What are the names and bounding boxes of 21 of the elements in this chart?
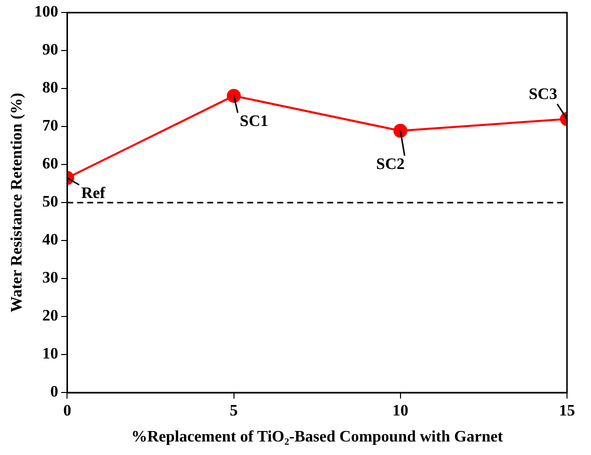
annotation: SC2 — [376, 156, 405, 173]
y-tick-label: 70 — [42, 118, 58, 135]
y-axis-title: Water Resistance Retention (%) — [8, 92, 26, 312]
y-tick-label: 40 — [42, 232, 58, 249]
x-tick-label: 10 — [392, 402, 408, 420]
x-tick-label: 0 — [63, 402, 72, 420]
y-tick-label: 50 — [42, 194, 58, 211]
x-axis-title: %Replacement of TiO₂-Based Compound with Garnet — [131, 428, 504, 446]
annotation: SC3 — [528, 86, 558, 104]
y-tick-label: 10 — [42, 346, 58, 363]
y-tick-label: 60 — [42, 156, 58, 173]
y-tick-label: 90 — [42, 42, 58, 59]
annotation: SC1 — [240, 112, 268, 130]
y-tick-label: 20 — [42, 308, 58, 325]
y-tick-label: 0 — [50, 384, 58, 401]
y-tick-label: 80 — [42, 80, 58, 97]
annotation: Ref — [81, 185, 106, 202]
y-tick-label: 30 — [42, 270, 58, 287]
x-tick-label: 5 — [230, 402, 238, 420]
x-tick-label: 15 — [559, 402, 575, 420]
y-tick-label: 100 — [34, 4, 58, 21]
